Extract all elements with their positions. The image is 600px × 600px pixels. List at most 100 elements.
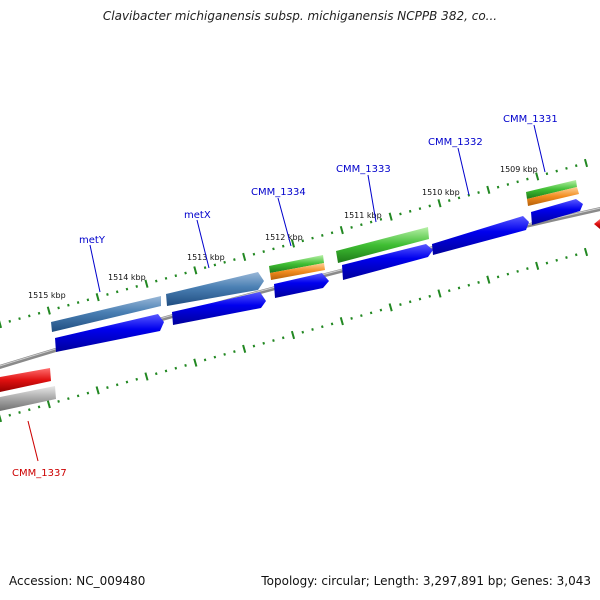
inner-tick: [203, 358, 207, 362]
tick-label-1515: 1515 kbp: [28, 291, 66, 300]
gene-label-CMM_1331[interactable]: CMM_1331: [503, 114, 558, 125]
outer-tick: [203, 266, 207, 270]
outer-tick: [565, 166, 568, 170]
cds-metY[interactable]: [55, 314, 164, 352]
inner-tick: [233, 350, 236, 354]
feature-1334-green[interactable]: [269, 255, 324, 273]
topology-text: Topology: circular; Length: 3,297,891 bp…: [261, 574, 591, 588]
inner-tick: [555, 258, 558, 262]
outer-tick: [399, 212, 402, 216]
outer-tick-row: [0, 158, 589, 329]
inner-tick: [144, 372, 149, 381]
outer-tick: [418, 207, 422, 211]
outer-tick: [311, 236, 314, 240]
feature-1337-red[interactable]: [0, 368, 51, 392]
leader-1334: [277, 197, 292, 247]
outer-tick: [154, 279, 158, 283]
outer-tick: [252, 252, 256, 256]
feature-metX-rna[interactable]: [166, 272, 264, 306]
gene-label-CMM_1333[interactable]: CMM_1333: [336, 164, 391, 175]
outer-tick: [28, 314, 31, 318]
outer-tick: [76, 301, 80, 304]
feature-metY-rna[interactable]: [51, 296, 161, 332]
inner-tick: [516, 269, 519, 273]
inner-tick: [301, 330, 305, 334]
gene-label-CMM_1337[interactable]: CMM_1337: [12, 468, 67, 479]
inner-tick: [8, 413, 12, 417]
outer-tick: [106, 293, 109, 296]
inner-tick: [496, 275, 500, 279]
outer-tick: [369, 220, 373, 224]
feature-1337-gray[interactable]: [0, 386, 56, 411]
feature-1331-green[interactable]: [526, 180, 577, 199]
outer-tick: [447, 199, 451, 202]
gene-label-metY[interactable]: metY: [79, 235, 106, 246]
tick-label-1510: 1510 kbp: [422, 188, 460, 197]
outer-tick: [290, 239, 296, 248]
outer-tick: [233, 258, 236, 262]
feature-1333-green[interactable]: [336, 227, 429, 263]
gene-labels: metY metX CMM_1334 CMM_1333 CMM_1332 CMM…: [12, 114, 558, 479]
inner-tick: [115, 383, 119, 387]
inner-tick: [477, 281, 480, 284]
inner-tick: [311, 328, 314, 331]
tick-labels: 1515 kbp 1514 kbp 1513 kbp 1512 kbp 1511…: [28, 165, 538, 300]
inner-tick: [321, 325, 324, 329]
inner-tick: [457, 286, 461, 290]
outer-tick: [350, 225, 353, 229]
feature-1331-orange[interactable]: [527, 187, 579, 206]
inner-tick: [76, 394, 80, 398]
outer-tick: [321, 234, 324, 237]
tick-label-1511: 1511 kbp: [344, 211, 382, 220]
outer-tick: [535, 172, 540, 181]
outer-tick: [486, 185, 491, 194]
outer-tick: [46, 306, 51, 315]
feature-1334-orange[interactable]: [270, 263, 325, 280]
inner-tick: [125, 380, 129, 384]
inner-tick: [545, 261, 549, 265]
cds-metX[interactable]: [172, 292, 266, 325]
outer-tick: [457, 196, 461, 200]
tick-label-1513: 1513 kbp: [187, 253, 225, 262]
cds-1331[interactable]: [531, 199, 583, 225]
cds-1332[interactable]: [432, 216, 529, 255]
outer-tick: [8, 319, 12, 323]
inner-tick-row: [0, 247, 589, 423]
outer-tick: [37, 311, 41, 315]
leader-1332: [457, 147, 470, 196]
gene-label-CMM_1334[interactable]: CMM_1334: [251, 187, 306, 198]
outer-tick: [408, 209, 412, 213]
outer-tick: [115, 290, 119, 294]
gene-label-CMM_1332[interactable]: CMM_1332: [428, 137, 483, 148]
inner-tick: [213, 355, 217, 359]
inner-tick: [350, 316, 353, 320]
outer-tick: [437, 199, 442, 208]
inner-tick: [37, 405, 41, 409]
outer-tick: [262, 250, 265, 253]
inner-tick: [67, 397, 70, 401]
cds-1333[interactable]: [342, 244, 433, 280]
outer-tick: [574, 164, 578, 168]
outer-tick: [272, 247, 275, 251]
inner-tick: [418, 297, 422, 301]
gene-label-metX[interactable]: metX: [184, 210, 211, 221]
outer-tick: [330, 231, 334, 235]
inner-tick: [583, 247, 589, 257]
inner-tick: [281, 336, 285, 340]
feature-edge-red[interactable]: [594, 219, 600, 229]
outer-tick: [379, 217, 383, 221]
outer-tick: [184, 271, 187, 275]
tick-label-1514: 1514 kbp: [108, 273, 146, 282]
outer-tick: [583, 158, 589, 168]
inner-tick: [242, 344, 247, 353]
outer-tick: [223, 260, 226, 264]
outer-tick: [213, 263, 217, 267]
outer-tick: [135, 285, 139, 288]
outer-tick: [428, 204, 432, 208]
outer-tick: [18, 317, 21, 321]
cds-1334[interactable]: [274, 273, 329, 298]
inner-tick: [95, 386, 100, 395]
outer-tick: [301, 239, 305, 243]
inner-tick: [272, 339, 275, 342]
